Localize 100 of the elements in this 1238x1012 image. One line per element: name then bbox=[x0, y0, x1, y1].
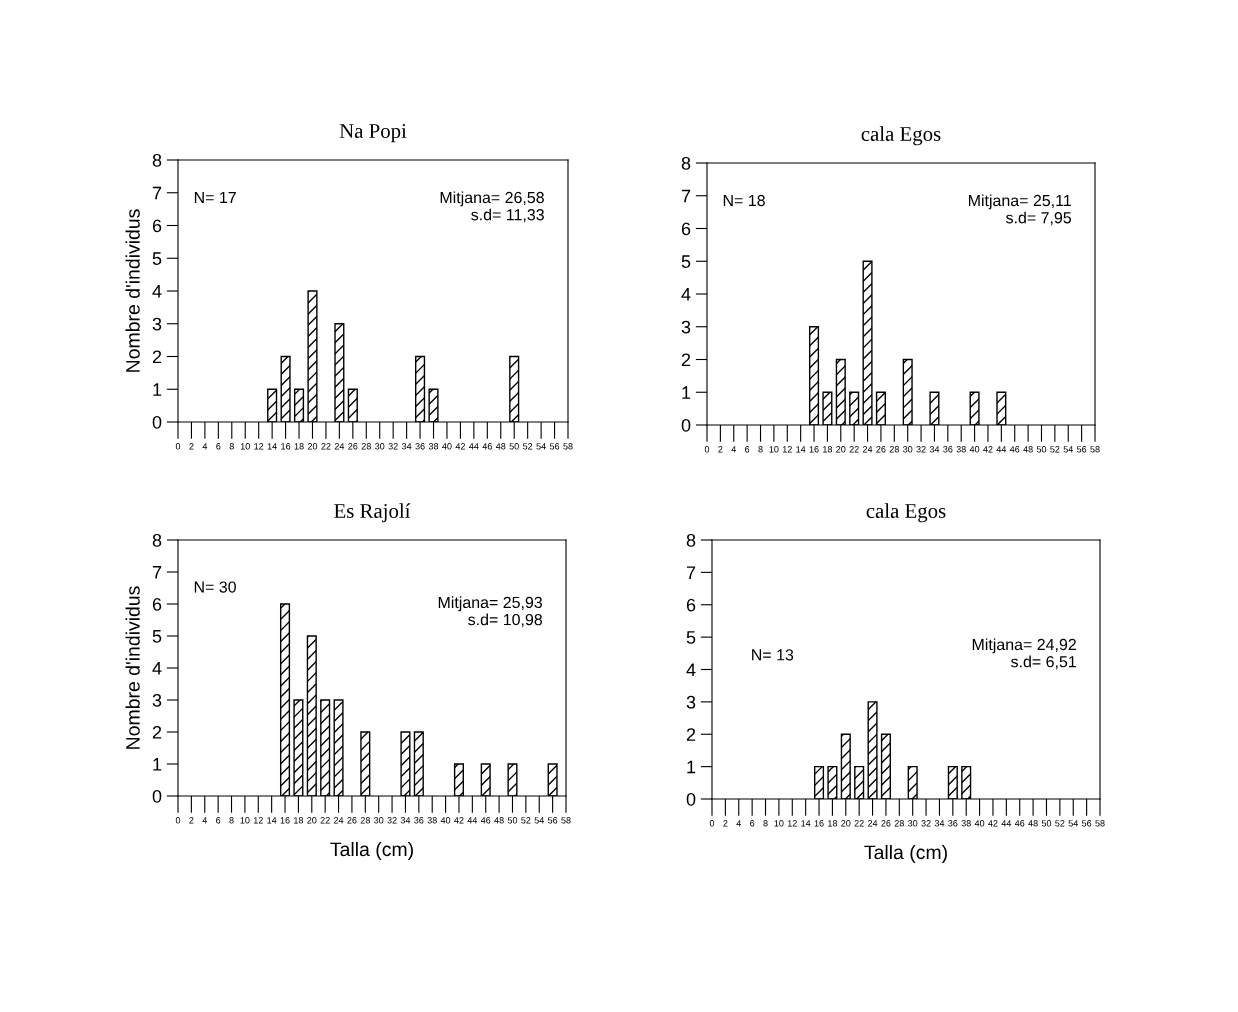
x-tick-label: 28 bbox=[889, 446, 899, 453]
x-tick-label: 12 bbox=[253, 817, 263, 824]
x-tick-label: 38 bbox=[427, 817, 437, 824]
x-tick-label: 26 bbox=[347, 817, 357, 824]
x-tick-label: 2 bbox=[723, 820, 728, 827]
y-axis-title: Nombre d'individus bbox=[125, 209, 140, 372]
x-tick-label: 54 bbox=[1068, 820, 1078, 827]
x-tick-label: 18 bbox=[828, 820, 838, 827]
x-tick-label: 22 bbox=[849, 446, 859, 453]
chart-title: Na Popi bbox=[339, 123, 407, 143]
x-tick-label: 16 bbox=[280, 817, 290, 824]
x-tick-label: 54 bbox=[536, 443, 546, 450]
x-tick-label: 16 bbox=[281, 443, 291, 450]
x-tick-label: 50 bbox=[507, 817, 518, 824]
x-tick-label: 8 bbox=[758, 446, 763, 453]
x-tick-label: 58 bbox=[563, 443, 573, 450]
x-tick-label: 18 bbox=[823, 446, 833, 453]
x-tick-label: 58 bbox=[1095, 820, 1105, 827]
x-tick-label: 0 bbox=[175, 443, 181, 450]
x-tick-label: 50 bbox=[1041, 820, 1052, 827]
x-tick-label: 4 bbox=[202, 817, 207, 824]
x-tick-label: 12 bbox=[782, 446, 792, 453]
x-tick-label: 30 bbox=[374, 817, 384, 824]
y-tick-label: 8 bbox=[681, 156, 691, 170]
x-tick-label: 24 bbox=[862, 446, 873, 453]
y-tick-label: 4 bbox=[152, 662, 162, 675]
x-tick-label: 32 bbox=[916, 446, 926, 453]
x-tick-label: 34 bbox=[934, 820, 945, 827]
x-tick-label: 2 bbox=[189, 443, 194, 450]
y-tick-label: 1 bbox=[687, 760, 696, 774]
x-tick-label: 0 bbox=[704, 446, 710, 453]
y-tick-label: 2 bbox=[152, 725, 162, 739]
y-tick-label: 4 bbox=[681, 288, 691, 301]
x-tick-label: 22 bbox=[854, 820, 864, 827]
chart-title: cala Egos bbox=[861, 126, 941, 146]
x-tick-label: 38 bbox=[961, 820, 971, 827]
y-tick-label: 4 bbox=[686, 663, 696, 677]
x-tick-label: 6 bbox=[745, 446, 750, 453]
x-axis-title: Talla (cm) bbox=[330, 841, 413, 861]
y-axis-title: Nombre d'individus bbox=[125, 586, 140, 749]
y-tick-label: 6 bbox=[681, 222, 691, 236]
x-tick-label: 52 bbox=[523, 443, 533, 450]
y-tick-label: 1 bbox=[153, 383, 162, 396]
x-tick-label: 48 bbox=[1028, 820, 1038, 827]
x-tick-label: 42 bbox=[454, 817, 464, 824]
y-tick-label: 2 bbox=[686, 728, 696, 741]
annotation: Mitjana= 25,93 s.d= 10,98 bbox=[438, 596, 543, 628]
y-tick-label: 8 bbox=[152, 533, 162, 547]
y-tick-label: 0 bbox=[152, 415, 162, 429]
x-tick-label: 50 bbox=[1036, 446, 1047, 453]
x-tick-label: 34 bbox=[400, 817, 411, 824]
x-tick-label: 50 bbox=[509, 443, 519, 450]
x-tick-label: 22 bbox=[320, 817, 330, 824]
x-tick-label: 48 bbox=[495, 443, 506, 450]
x-tick-label: 2 bbox=[189, 817, 194, 824]
x-tick-label: 44 bbox=[1001, 820, 1012, 827]
x-tick-label: 38 bbox=[956, 446, 966, 453]
y-tick-label: 7 bbox=[681, 189, 691, 203]
x-tick-label: 12 bbox=[254, 443, 264, 450]
y-tick-label: 5 bbox=[152, 630, 162, 643]
x-tick-label: 18 bbox=[294, 817, 304, 824]
y-tick-label: 3 bbox=[686, 695, 696, 709]
x-tick-label: 10 bbox=[240, 443, 250, 450]
annotation: N= 30 bbox=[194, 581, 236, 593]
annotation: Mitjana= 24,92 s.d= 6,51 bbox=[972, 638, 1076, 670]
y-tick-label: 1 bbox=[682, 386, 691, 399]
x-tick-label: 2 bbox=[718, 446, 723, 453]
y-tick-label: 3 bbox=[681, 320, 691, 334]
x-tick-label: 38 bbox=[428, 443, 439, 450]
x-tick-label: 28 bbox=[360, 817, 370, 824]
x-tick-label: 44 bbox=[469, 443, 479, 450]
chart-title: cala Egos bbox=[866, 503, 946, 523]
x-tick-label: 54 bbox=[1063, 446, 1073, 453]
x-tick-label: 40 bbox=[440, 817, 451, 824]
x-tick-label: 56 bbox=[1081, 820, 1092, 827]
x-tick-label: 14 bbox=[796, 446, 806, 453]
x-tick-label: 54 bbox=[534, 817, 544, 824]
annotation: Mitjana= 25,11 s.d= 7,95 bbox=[968, 194, 1072, 226]
x-tick-label: 36 bbox=[415, 443, 425, 450]
x-tick-label: 28 bbox=[361, 443, 371, 450]
x-tick-label: 0 bbox=[709, 820, 715, 827]
x-tick-label: 16 bbox=[814, 820, 824, 827]
x-tick-label: 30 bbox=[903, 446, 913, 453]
x-tick-label: 14 bbox=[801, 820, 811, 827]
x-tick-label: 0 bbox=[175, 817, 181, 824]
x-tick-label: 46 bbox=[1014, 820, 1025, 827]
y-tick-label: 7 bbox=[686, 566, 696, 579]
x-tick-label: 14 bbox=[267, 817, 277, 824]
y-tick-label: 2 bbox=[681, 353, 691, 367]
y-tick-label: 7 bbox=[152, 566, 162, 579]
y-tick-label: 4 bbox=[152, 285, 162, 298]
x-tick-label: 34 bbox=[929, 446, 940, 453]
y-tick-label: 3 bbox=[152, 317, 162, 331]
x-tick-label: 18 bbox=[294, 443, 304, 450]
x-tick-label: 36 bbox=[414, 817, 424, 824]
x-tick-label: 20 bbox=[307, 817, 317, 824]
y-tick-label: 6 bbox=[686, 598, 696, 612]
x-tick-label: 30 bbox=[908, 820, 918, 827]
x-tick-label: 10 bbox=[774, 820, 784, 827]
x-tick-label: 52 bbox=[521, 817, 531, 824]
